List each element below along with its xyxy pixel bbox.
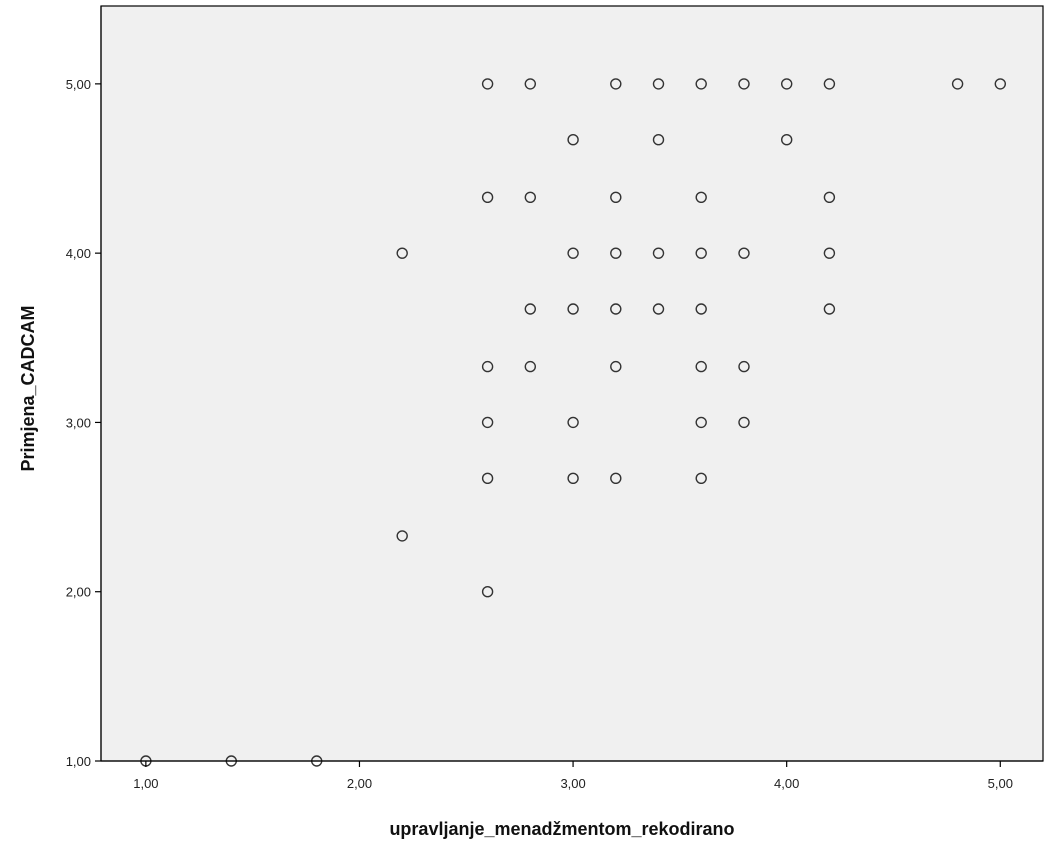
data-point-39 — [738, 360, 750, 373]
data-point-28 — [652, 247, 665, 259]
data-point-41 — [781, 78, 793, 90]
y-axis-ticks: 1,00 2,00 3,00 4,00 5,00 — [66, 77, 101, 769]
x-tick-label: 4,00 — [774, 776, 799, 791]
data-point-33 — [695, 303, 707, 315]
data-point-14 — [524, 360, 536, 373]
data-point-46 — [823, 303, 836, 315]
data-point-19 — [567, 472, 579, 484]
data-point-24 — [610, 360, 622, 373]
data-point-48 — [994, 78, 1006, 90]
data-point-35 — [695, 416, 707, 429]
data-point-18 — [567, 416, 579, 429]
y-tick-label: 4,00 — [66, 246, 91, 261]
data-point-3 — [396, 247, 408, 259]
data-point-29 — [652, 303, 665, 315]
y-tick-label: 5,00 — [66, 77, 91, 92]
x-axis-title: upravljanje_menadžmentom_rekodirano — [389, 819, 734, 839]
data-point-9 — [481, 472, 494, 484]
data-point-21 — [610, 191, 622, 204]
data-point-8 — [481, 416, 494, 429]
data-point-10 — [481, 586, 494, 598]
data-point-23 — [610, 303, 622, 315]
data-point-45 — [823, 247, 836, 259]
data-point-47 — [951, 78, 964, 90]
x-axis-ticks: 1,00 2,00 3,00 4,00 5,00 — [133, 761, 1013, 791]
y-tick-label: 2,00 — [66, 585, 91, 600]
data-point-12 — [524, 191, 536, 204]
data-point-44 — [823, 191, 836, 204]
data-point-34 — [695, 360, 707, 373]
data-point-25 — [610, 472, 622, 484]
data-point-20 — [610, 78, 622, 90]
data-point-31 — [695, 191, 707, 204]
data-point-16 — [567, 247, 579, 259]
y-tick-label: 1,00 — [66, 754, 91, 769]
plot-area — [100, 5, 1044, 762]
data-point-42 — [781, 133, 793, 146]
data-point-15 — [567, 133, 579, 146]
data-point-40 — [738, 416, 750, 429]
x-tick-label: 3,00 — [560, 776, 585, 791]
data-point-13 — [524, 303, 536, 315]
data-point-37 — [738, 78, 750, 90]
data-point-7 — [481, 360, 494, 373]
x-tick-label: 1,00 — [133, 776, 158, 791]
data-point-30 — [695, 78, 707, 90]
data-point-11 — [524, 78, 536, 90]
data-point-22 — [610, 247, 622, 259]
data-point-6 — [481, 191, 494, 204]
data-point-26 — [652, 78, 665, 90]
data-point-17 — [567, 303, 579, 315]
data-point-4 — [396, 530, 408, 542]
data-point-38 — [738, 247, 750, 259]
data-point-36 — [695, 472, 707, 484]
data-point-32 — [695, 247, 707, 259]
axes — [100, 6, 1043, 762]
data-point-5 — [481, 78, 494, 90]
data-points — [140, 78, 1006, 767]
x-tick-label: 2,00 — [347, 776, 372, 791]
y-axis-title: Primjena_CADCAM — [18, 305, 38, 471]
x-tick-label: 5,00 — [988, 776, 1013, 791]
y-tick-label: 3,00 — [66, 415, 91, 430]
data-point-27 — [652, 133, 665, 146]
data-point-43 — [823, 78, 836, 90]
